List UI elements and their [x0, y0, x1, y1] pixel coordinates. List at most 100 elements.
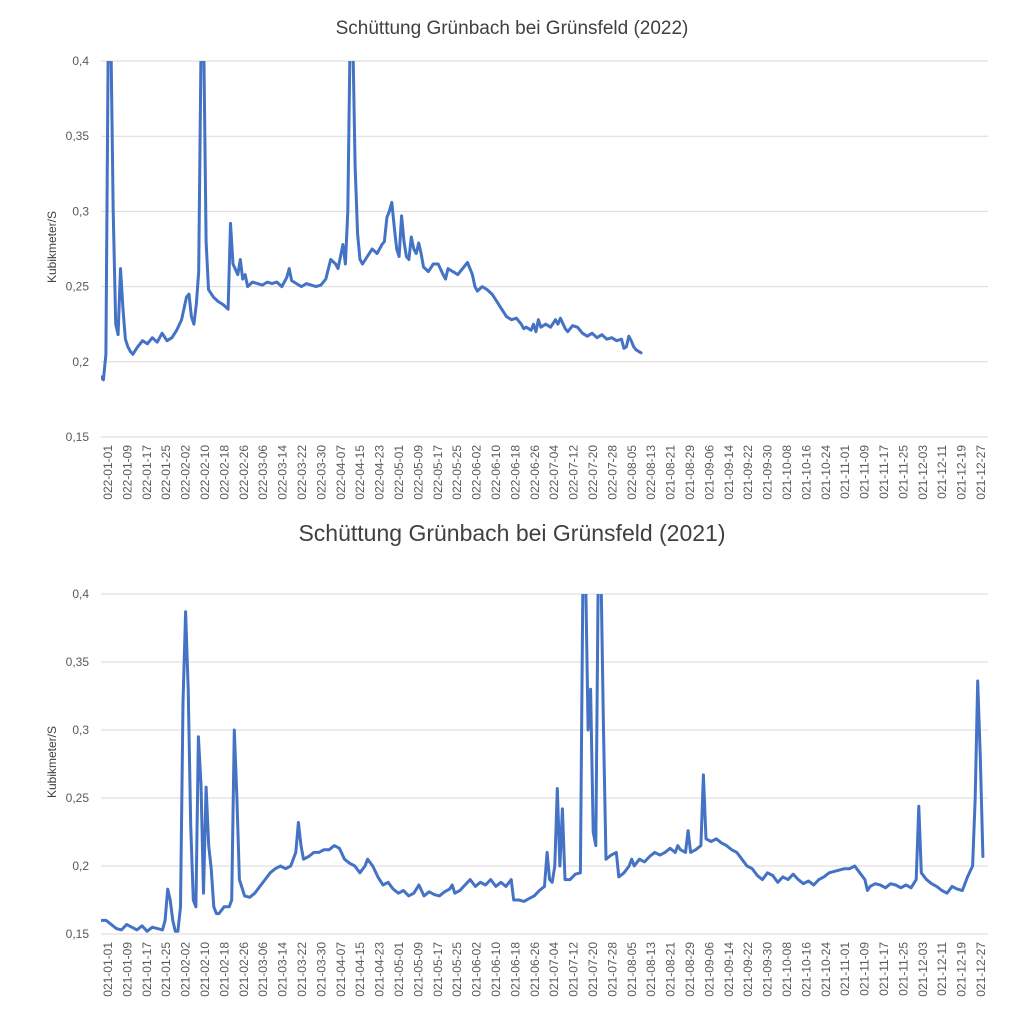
x-tick-label: 021-10-16 — [799, 942, 813, 997]
chart-title: Schüttung Grünbach bei Grünsfeld (2021) — [298, 520, 726, 546]
x-tick-label: 021-08-13 — [644, 942, 658, 997]
x-tick-label: 021-11-17 — [877, 445, 891, 499]
x-tick-label: 021-10-24 — [819, 942, 833, 997]
x-tick-label: 022-06-02 — [470, 445, 484, 500]
x-tick-label: 022-08-13 — [644, 445, 658, 500]
chart-title: Schüttung Grünbach bei Grünsfeld (2022) — [335, 18, 689, 39]
x-tick-label: 021-06-10 — [489, 942, 503, 997]
x-tick-label: 021-03-22 — [295, 942, 309, 997]
x-tick-label: 022-02-02 — [179, 445, 193, 500]
plot-area: 0,15 0,2 0,25 0,3 0,35 0,4 022-01-01 022-01-09 0… — [66, 54, 988, 500]
x-tick-label: 021-04-15 — [353, 942, 367, 997]
x-tick-label: 022-03-22 — [295, 445, 309, 500]
x-tick-label: 021-09-30 — [761, 445, 775, 500]
x-tick-label: 021-07-20 — [586, 942, 600, 997]
x-tick-label: 021-12-03 — [916, 445, 930, 500]
x-tick-label: 022-08-05 — [625, 445, 639, 500]
y-tick-label: 0,4 — [72, 587, 89, 601]
x-tick-label: 021-11-09 — [858, 445, 872, 499]
y-tick-label: 0,3 — [72, 204, 89, 218]
x-tick-label: 021-07-12 — [567, 942, 581, 997]
x-tick-label: 021-08-05 — [625, 942, 639, 997]
x-tick-label: 021-12-19 — [955, 942, 969, 997]
x-tick-label: 022-07-28 — [605, 445, 619, 500]
x-tick-label: 021-08-21 — [664, 942, 678, 997]
x-tick-label: 021-01-09 — [120, 942, 134, 997]
chart-2022: Schüttung Grünbach bei Grünsfeld (2022) … — [45, 18, 988, 500]
x-tick-label: 021-12-19 — [955, 445, 969, 500]
x-tick-label: 021-02-18 — [217, 942, 231, 997]
x-tick-label: 021-01-25 — [159, 942, 173, 997]
x-tick-label: 022-07-12 — [567, 445, 581, 500]
x-tick-label: 021-09-22 — [741, 942, 755, 997]
x-tick-label: 022-05-25 — [450, 445, 464, 500]
x-tick-label: 022-07-20 — [586, 445, 600, 500]
series-line — [101, 61, 643, 382]
x-tick-label: 021-03-30 — [314, 942, 328, 997]
x-tick-label: 021-02-10 — [198, 942, 212, 997]
x-tick-label: 022-03-06 — [256, 445, 270, 500]
x-tick-label: 022-05-09 — [411, 445, 425, 500]
y-tick-label: 0,25 — [66, 791, 90, 805]
x-tick-label: 021-12-27 — [974, 445, 988, 500]
y-tick-label: 0,35 — [66, 129, 90, 143]
x-tick-label: 021-10-08 — [780, 942, 794, 997]
x-tick-label: 022-06-18 — [508, 445, 522, 500]
x-tick-label: 022-06-10 — [489, 445, 503, 500]
x-tick-label: 021-01-17 — [140, 942, 154, 997]
x-tick-label: 021-02-02 — [179, 942, 193, 997]
x-tick-label: 022-03-30 — [314, 445, 328, 500]
x-tick-label: 022-01-01 — [101, 445, 115, 500]
x-tick-label: 021-10-24 — [819, 445, 833, 500]
y-tick-label: 0,15 — [66, 927, 90, 941]
x-tick-label: 021-01-01 — [101, 942, 115, 997]
x-tick-label: 022-02-10 — [198, 445, 212, 500]
x-tick-label: 021-11-17 — [877, 942, 891, 996]
x-tick-label: 021-03-06 — [256, 942, 270, 997]
x-tick-label: 021-11-09 — [858, 942, 872, 996]
x-tick-label: 022-07-04 — [547, 445, 561, 500]
x-tick-label: 022-02-18 — [217, 445, 231, 500]
x-tick-label: 022-01-09 — [120, 445, 134, 500]
x-tick-label: 021-02-26 — [237, 942, 251, 997]
x-tick-label: 021-09-06 — [702, 445, 716, 500]
x-tick-label: 021-12-27 — [974, 942, 988, 997]
y-tick-label: 0,15 — [66, 430, 90, 444]
x-tick-label: 021-09-06 — [702, 942, 716, 997]
x-tick-label: 021-07-04 — [547, 942, 561, 997]
x-tick-label: 021-08-29 — [683, 445, 697, 500]
x-tick-label: 021-08-21 — [664, 445, 678, 500]
x-tick-label: 021-06-18 — [508, 942, 522, 997]
y-tick-label: 0,2 — [72, 859, 89, 873]
x-tick-label: 021-05-25 — [450, 942, 464, 997]
y-tick-label: 0,4 — [72, 54, 89, 68]
x-tick-label: 022-04-23 — [373, 445, 387, 500]
y-tick-label: 0,25 — [66, 280, 90, 294]
x-tick-label: 021-11-01 — [838, 942, 852, 996]
x-tick-label: 021-07-28 — [605, 942, 619, 997]
x-tick-label: 021-12-03 — [916, 942, 930, 997]
x-tick-label: 021-12-11 — [935, 445, 949, 499]
x-tick-label: 022-04-15 — [353, 445, 367, 500]
x-tick-label: 021-05-17 — [431, 942, 445, 997]
x-tick-label: 021-11-25 — [896, 942, 910, 996]
x-tick-label: 021-08-29 — [683, 942, 697, 997]
x-tick-label: 021-09-22 — [741, 445, 755, 500]
x-tick-label: 021-05-01 — [392, 942, 406, 997]
x-tick-label: 021-10-08 — [780, 445, 794, 500]
x-tick-label: 021-09-14 — [722, 942, 736, 997]
x-tick-label: 021-04-23 — [373, 942, 387, 997]
x-tick-label: 021-05-09 — [411, 942, 425, 997]
x-tick-label: 021-10-16 — [799, 445, 813, 500]
x-tick-label: 021-11-25 — [896, 445, 910, 499]
x-tick-label: 021-03-14 — [276, 942, 290, 997]
x-tick-label: 022-05-17 — [431, 445, 445, 500]
x-tick-label: 022-01-17 — [140, 445, 154, 500]
y-tick-label: 0,3 — [72, 723, 89, 737]
x-tick-label: 022-03-14 — [276, 445, 290, 500]
x-tick-label: 021-12-11 — [935, 942, 949, 996]
y-tick-label: 0,2 — [72, 355, 89, 369]
y-tick-label: 0,35 — [66, 655, 90, 669]
x-tick-label: 022-06-26 — [528, 445, 542, 500]
